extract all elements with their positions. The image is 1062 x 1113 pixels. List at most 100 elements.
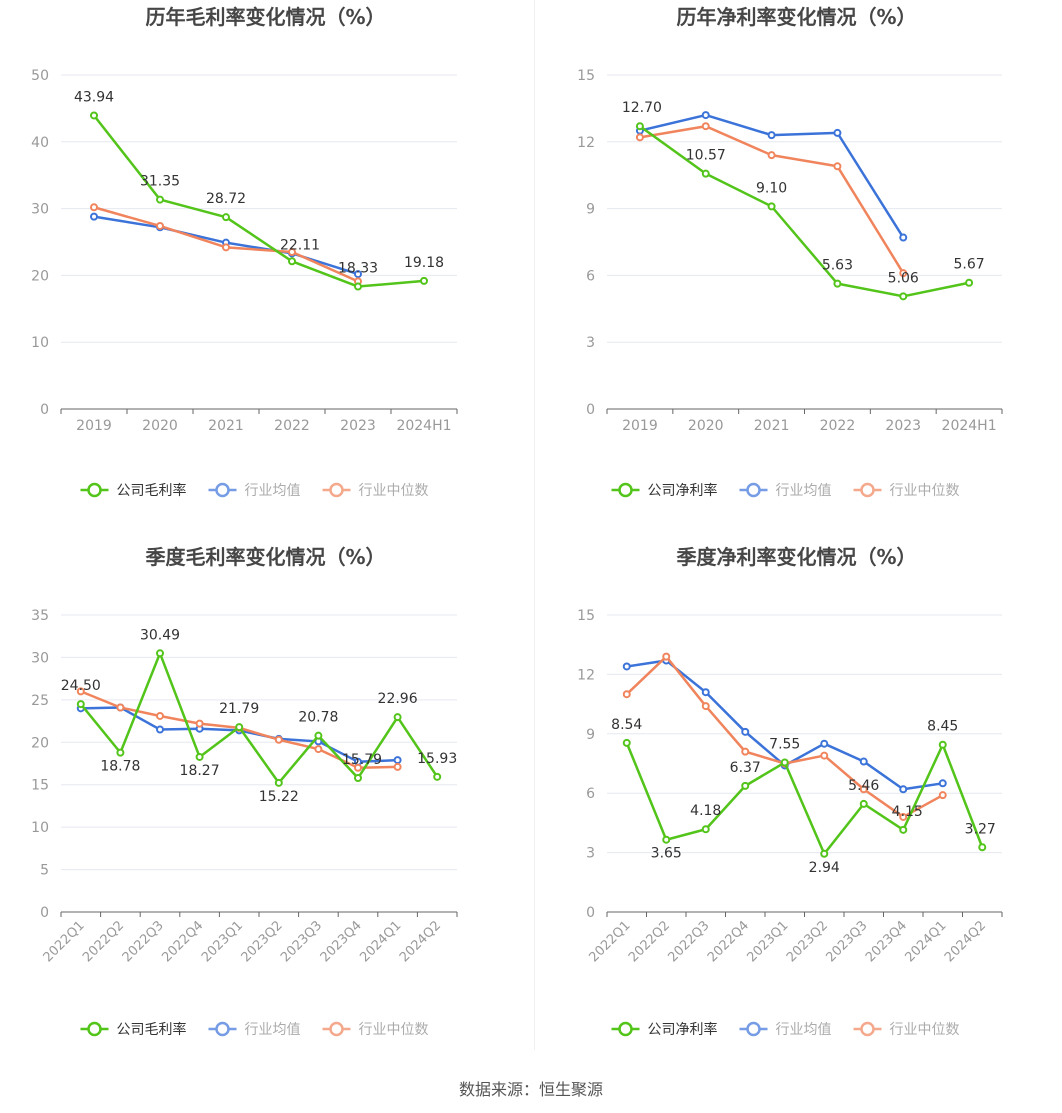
legend-circle-icon [860,1021,875,1037]
data-point-company[interactable] [859,799,868,808]
legend-item-industry_avg[interactable]: 行业均值 [208,482,301,499]
data-point-company[interactable] [820,849,829,858]
data-point-company[interactable] [156,195,164,204]
data-point-industry_median[interactable] [116,703,125,712]
data-point-industry_avg[interactable] [899,785,908,794]
data-point-company[interactable] [354,282,362,291]
data-point-company[interactable] [833,279,842,288]
data-point-company[interactable] [701,825,710,834]
data-point-company[interactable] [622,738,631,747]
legend-item-industry_avg[interactable]: 行业均值 [739,482,832,499]
chart-svg: 历年净利率变化情况（%） 0 3 6 9 12 15 2019 2020 2021 2022 2023… [577,5,1003,499]
data-point-company[interactable] [662,835,671,844]
legend-item-industry_avg[interactable]: 行业均值 [208,1021,301,1038]
data-point-industry_median[interactable] [662,652,671,661]
data-point-company[interactable] [274,778,283,787]
legend-item-company[interactable]: 公司毛利率 [80,1021,187,1038]
panel-divider [534,0,535,1050]
y-tick-label: 0 [586,905,595,921]
data-point-industry_avg[interactable] [156,725,164,734]
data-point-industry_avg[interactable] [833,128,842,137]
legend-item-industry_median[interactable]: 行业中位数 [853,482,960,499]
data-point-industry_median[interactable] [899,812,908,821]
data-point-company[interactable] [116,748,125,757]
data-point-company[interactable] [222,213,230,222]
data-point-company[interactable] [420,276,428,285]
data-point-company[interactable] [899,825,908,834]
data-point-industry_median[interactable] [274,735,283,744]
data-point-industry_median[interactable] [820,751,829,760]
data-point-industry_avg[interactable] [354,270,362,279]
data-point-company[interactable] [156,649,164,658]
legend-item-company[interactable]: 公司净利率 [611,482,718,499]
data-point-company[interactable] [393,713,402,722]
data-point-company[interactable] [741,781,750,790]
data-point-industry_avg[interactable] [622,662,631,671]
data-point-industry_median[interactable] [701,122,710,131]
data-point-industry_avg[interactable] [90,212,98,221]
data-point-industry_median[interactable] [222,243,230,252]
data-point-industry_median[interactable] [899,269,908,278]
data-point-industry_avg[interactable] [899,233,908,242]
legend-circle-icon [215,1021,230,1037]
y-tick-label: 6 [586,786,595,802]
data-point-industry_median[interactable] [393,762,402,771]
data-point-company[interactable] [965,278,974,287]
data-point-industry_median[interactable] [859,785,868,794]
data-point-company[interactable] [899,292,908,301]
data-point-company[interactable] [938,740,947,749]
data-point-industry_avg[interactable] [701,688,710,697]
legend-circle-icon [329,1021,344,1037]
data-point-industry_avg[interactable] [393,756,402,765]
data-point-industry_avg[interactable] [938,779,947,788]
data-point-company[interactable] [978,843,987,852]
data-point-industry_avg[interactable] [820,739,829,748]
data-point-industry_median[interactable] [314,745,323,754]
y-tick-label: 9 [586,202,595,218]
data-label: 5.63 [822,258,853,274]
data-point-industry_median[interactable] [156,711,164,720]
data-point-industry_median[interactable] [195,719,204,728]
y-tick-label: 9 [586,727,595,743]
data-point-industry_median[interactable] [354,763,362,772]
data-point-industry_median[interactable] [622,690,631,699]
legend-label: 行业中位数 [890,483,960,499]
legend-item-industry_avg[interactable]: 行业均值 [739,1021,832,1038]
data-point-company[interactable] [780,758,789,767]
data-point-industry_median[interactable] [90,203,98,212]
data-point-industry_median[interactable] [938,791,947,800]
data-point-industry_avg[interactable] [701,111,710,120]
data-point-company[interactable] [195,752,204,761]
x-tick-label: 2023Q4 [318,918,365,965]
data-point-industry_median[interactable] [635,133,644,142]
data-point-industry_median[interactable] [741,747,750,756]
data-point-industry_median[interactable] [701,702,710,711]
data-point-company[interactable] [433,772,442,781]
data-point-industry_median[interactable] [156,221,164,230]
legend-item-company[interactable]: 公司净利率 [611,1021,718,1038]
data-point-company[interactable] [288,257,296,266]
data-point-company[interactable] [76,700,85,709]
data-point-company[interactable] [354,774,362,783]
data-point-industry_median[interactable] [288,248,296,257]
data-point-industry_avg[interactable] [767,131,776,140]
data-point-company[interactable] [767,202,776,211]
legend-item-industry_median[interactable]: 行业中位数 [322,1021,429,1038]
data-point-industry_avg[interactable] [859,757,868,766]
data-point-industry_avg[interactable] [741,727,750,736]
series-line-company [93,114,425,288]
data-point-company[interactable] [635,122,644,131]
data-point-industry_median[interactable] [76,687,85,696]
data-point-company[interactable] [90,111,98,120]
data-point-company[interactable] [701,169,710,178]
y-tick-label: 15 [577,68,595,84]
data-point-company[interactable] [314,731,323,740]
x-tick-label: 2023Q3 [278,918,325,965]
legend-item-company[interactable]: 公司毛利率 [80,482,187,499]
data-point-industry_median[interactable] [767,151,776,160]
data-label: 3.65 [651,846,682,862]
legend-item-industry_median[interactable]: 行业中位数 [853,1021,960,1038]
legend-item-industry_median[interactable]: 行业中位数 [322,482,429,499]
data-point-industry_median[interactable] [833,162,842,171]
data-point-company[interactable] [235,723,244,732]
